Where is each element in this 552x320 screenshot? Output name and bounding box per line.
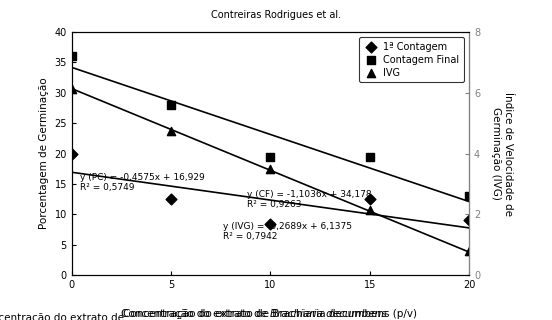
Contagem Final	[167, 102, 176, 108]
1ª Contagem	[67, 151, 76, 156]
Contagem Final	[465, 194, 474, 199]
Text: Contreiras Rodrigues et al.: Contreiras Rodrigues et al.	[211, 10, 341, 20]
1ª Contagem	[465, 218, 474, 223]
1ª Contagem	[365, 196, 374, 202]
IVG	[365, 208, 374, 213]
Text: Concentração do extrato de: Concentração do extrato de	[0, 313, 128, 320]
Contagem Final	[67, 54, 76, 59]
Text: y (CF) = -1,1036x + 34,178
R² = 0,9263: y (CF) = -1,1036x + 34,178 R² = 0,9263	[247, 190, 371, 210]
IVG	[266, 166, 275, 172]
IVG	[465, 248, 474, 253]
IVG	[67, 86, 76, 91]
Contagem Final	[266, 154, 275, 159]
Y-axis label: Porcentagem de Germinação: Porcentagem de Germinação	[39, 78, 49, 229]
Text: y (PC) = -0,4575x + 16,929
R² = 0,5749: y (PC) = -0,4575x + 16,929 R² = 0,5749	[79, 173, 204, 192]
IVG	[167, 129, 176, 134]
1ª Contagem	[167, 196, 176, 202]
1ª Contagem	[266, 221, 275, 226]
Text: Brachiaria decumbens: Brachiaria decumbens	[270, 309, 387, 319]
Text: Concentração do extrato de Brachiaria decumbens (p/v): Concentração do extrato de Brachiaria de…	[124, 309, 417, 319]
X-axis label: Concentração do extrato de : Concentração do extrato de	[0, 319, 1, 320]
Text: y (IVG) = -0,2689x + 6,1375
R² = 0,7942: y (IVG) = -0,2689x + 6,1375 R² = 0,7942	[223, 222, 352, 241]
Legend: 1ª Contagem, Contagem Final, IVG: 1ª Contagem, Contagem Final, IVG	[359, 37, 464, 83]
Y-axis label: Índice de Velocidade de
Germinação (IVG): Índice de Velocidade de Germinação (IVG)	[491, 92, 513, 216]
Contagem Final	[365, 154, 374, 159]
Text: Concentração do extrato de: Concentração do extrato de	[121, 309, 270, 319]
